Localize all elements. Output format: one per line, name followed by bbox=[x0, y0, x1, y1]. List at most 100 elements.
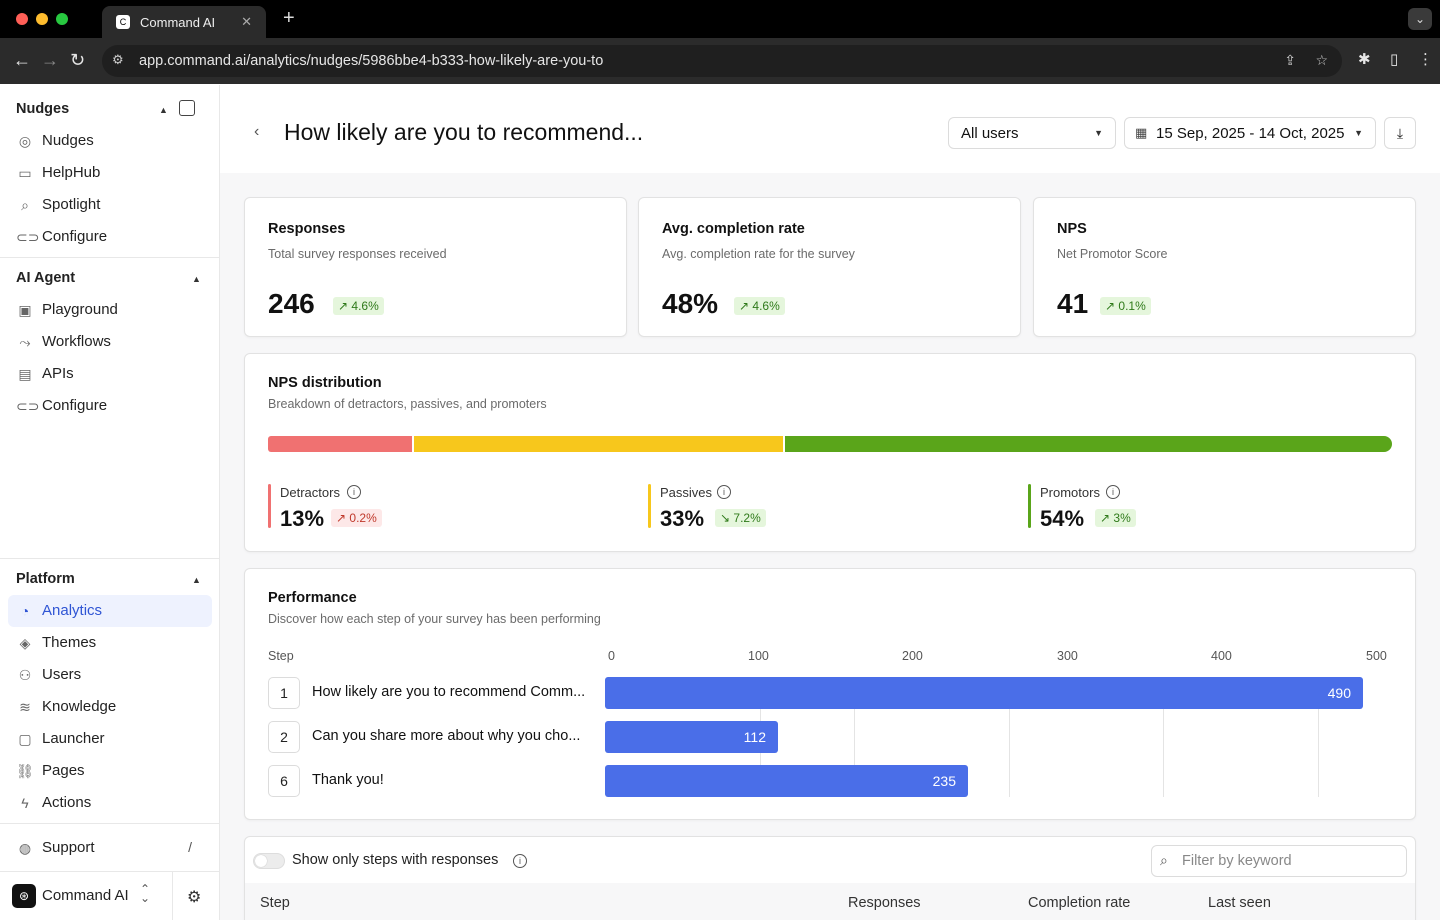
reload-icon[interactable]: ↻ bbox=[70, 50, 86, 70]
date-range-value: 15 Sep, 2025 - 14 Oct, 2025 bbox=[1156, 125, 1345, 142]
sidebar-item-label: Users bbox=[42, 666, 82, 683]
stat-delta-badge: ↗ 4.6% bbox=[333, 297, 384, 315]
browser-menu-icon[interactable]: ⋮ bbox=[1418, 51, 1433, 68]
new-tab-icon[interactable]: + bbox=[283, 7, 295, 29]
sidebar-item-playground[interactable]: ▣ Playground bbox=[8, 294, 212, 326]
step-bar[interactable]: 490 bbox=[605, 677, 1363, 709]
bookmark-star-icon[interactable]: ☆ bbox=[1315, 52, 1328, 68]
info-icon[interactable]: i bbox=[513, 854, 527, 868]
back-chevron-icon[interactable]: ‹ bbox=[254, 123, 260, 140]
sidebar-section-nudges[interactable]: Nudges bbox=[16, 101, 70, 117]
extensions-icon[interactable]: ✱ bbox=[1358, 51, 1371, 68]
sidebar-item-label: APIs bbox=[42, 365, 74, 382]
close-tab-icon[interactable]: ✕ bbox=[241, 14, 252, 29]
column-header-step[interactable]: Step bbox=[260, 895, 290, 911]
filter-input[interactable] bbox=[1182, 851, 1397, 871]
step-number: 6 bbox=[268, 765, 300, 797]
sidebar-item-users[interactable]: ⚇ Users bbox=[8, 659, 212, 691]
sidebar-item-workflows[interactable]: ⤳ Workflows bbox=[8, 326, 212, 358]
info-icon[interactable]: i bbox=[1106, 485, 1120, 499]
gridline bbox=[1009, 681, 1010, 797]
info-icon[interactable]: i bbox=[347, 485, 361, 499]
performance-card: Performance Discover how each step of yo… bbox=[244, 568, 1416, 820]
collapse-caret-icon[interactable]: ▲ bbox=[192, 274, 201, 284]
sidebar-item-label: Spotlight bbox=[42, 196, 101, 213]
toggle-sidebar-icon[interactable] bbox=[179, 100, 195, 116]
stat-delta-value: 4.6% bbox=[752, 299, 780, 313]
back-arrow-icon[interactable]: ← bbox=[13, 50, 31, 70]
bolt-icon: ϟ bbox=[21, 795, 29, 811]
side-panel-icon[interactable]: ▯ bbox=[1390, 51, 1399, 68]
step-bar[interactable]: 235 bbox=[605, 765, 968, 797]
nps-distribution-subtitle: Breakdown of detractors, passives, and p… bbox=[268, 397, 547, 411]
sidebar-item-configure-nudges[interactable]: ⊂⊃ Configure bbox=[8, 221, 212, 253]
support-shortcut: / bbox=[188, 839, 192, 855]
workflow-icon: ⤳ bbox=[19, 334, 31, 350]
stat-delta-value: 0.1% bbox=[1118, 299, 1146, 313]
date-range-picker[interactable]: ▦ 15 Sep, 2025 - 14 Oct, 2025 ▼ bbox=[1124, 117, 1376, 149]
browser-tabbar: C Command AI ✕ + ⌄ bbox=[0, 0, 1440, 38]
sidebar-item-configure-agent[interactable]: ⊂⊃ Configure bbox=[8, 390, 212, 422]
sidebar-item-pages[interactable]: ⛓ Pages bbox=[8, 755, 212, 787]
forward-arrow-icon[interactable]: → bbox=[41, 50, 59, 70]
sidebar-section-platform[interactable]: Platform bbox=[16, 571, 75, 587]
sidebar-item-analytics[interactable]: ◔ Analytics bbox=[8, 595, 212, 627]
sidebar-item-apis[interactable]: ▤ APIs bbox=[8, 358, 212, 390]
info-icon[interactable]: i bbox=[717, 485, 731, 499]
workspace-logo-icon: ⊛ bbox=[12, 884, 36, 908]
collapse-caret-icon[interactable]: ▲ bbox=[159, 105, 168, 115]
minimize-window-button[interactable] bbox=[36, 13, 48, 25]
maximize-window-button[interactable] bbox=[56, 13, 68, 25]
collapse-caret-icon[interactable]: ▲ bbox=[192, 575, 201, 585]
filter-search-box[interactable]: ⌕ bbox=[1151, 845, 1407, 877]
column-header-last-seen[interactable]: Last seen bbox=[1208, 895, 1271, 911]
responses-only-toggle[interactable] bbox=[253, 853, 285, 869]
robot-icon: ▣ bbox=[18, 302, 32, 318]
step-number: 1 bbox=[268, 677, 300, 709]
sidebar-item-label: Knowledge bbox=[42, 698, 117, 715]
share-icon[interactable]: ⇪ bbox=[1284, 52, 1296, 68]
step-label[interactable]: Can you share more about why you cho... bbox=[312, 728, 581, 744]
launcher-icon: ▢ bbox=[18, 731, 32, 747]
tab-favicon-icon: C bbox=[116, 15, 130, 29]
step-bar[interactable]: 112 bbox=[605, 721, 778, 753]
audience-select[interactable]: All users ▼ bbox=[948, 117, 1116, 149]
sidebar-item-label: Themes bbox=[42, 634, 97, 651]
sidebar-item-knowledge[interactable]: ≋ Knowledge bbox=[8, 691, 212, 723]
step-label[interactable]: How likely are you to recommend Comm... bbox=[312, 684, 586, 700]
sidebar-item-support[interactable]: ◍ Support / bbox=[8, 832, 212, 864]
performance-bar-chart: 0 100 200 300 400 500 1 How likely are you to r… bbox=[245, 569, 1417, 821]
sidebar-item-themes[interactable]: ◈ Themes bbox=[8, 627, 212, 659]
caret-down-icon: ▼ bbox=[1094, 128, 1103, 138]
sidebar-section-ai-agent[interactable]: AI Agent bbox=[16, 270, 76, 286]
address-bar[interactable]: ⚙ app.command.ai/analytics/nudges/5986bb… bbox=[102, 45, 1342, 77]
detractors-delta-value: 0.2% bbox=[349, 511, 377, 525]
api-icon: ▤ bbox=[18, 366, 32, 382]
stat-value: 246 bbox=[268, 288, 315, 319]
promotors-label: Promotors bbox=[1040, 485, 1100, 500]
sidebar-item-spotlight[interactable]: ⌕ Spotlight bbox=[8, 189, 212, 221]
arrow-down-right-icon: ↘ bbox=[720, 511, 731, 525]
sidebar-item-launcher[interactable]: ▢ Launcher bbox=[8, 723, 212, 755]
promotors-value: 54% bbox=[1040, 506, 1085, 531]
close-window-button[interactable] bbox=[16, 13, 28, 25]
download-button[interactable]: ⤓ bbox=[1384, 117, 1416, 149]
workspace-name: Command AI bbox=[42, 887, 129, 904]
sidebar-divider bbox=[0, 823, 219, 824]
detractors-marker bbox=[268, 484, 271, 528]
browser-tab[interactable]: C Command AI ✕ bbox=[102, 6, 266, 38]
column-header-responses[interactable]: Responses bbox=[848, 895, 921, 911]
sidebar-item-helphub[interactable]: ▭ HelpHub bbox=[8, 157, 212, 189]
stat-subtitle: Total survey responses received bbox=[268, 247, 447, 261]
site-settings-icon[interactable]: ⚙ bbox=[112, 52, 124, 67]
gridline bbox=[1318, 681, 1319, 797]
workspace-switcher[interactable]: ⊛ Command AI ⌃ ⌄ bbox=[0, 872, 172, 920]
tab-search-chevron-icon[interactable]: ⌄ bbox=[1408, 8, 1432, 30]
performance-title: Performance bbox=[268, 590, 357, 606]
url-text: app.command.ai/analytics/nudges/5986bbe4… bbox=[139, 53, 604, 69]
sidebar-item-nudges[interactable]: ◎ Nudges bbox=[8, 125, 212, 157]
settings-gear-icon[interactable]: ⚙ bbox=[187, 889, 202, 906]
column-header-completion-rate[interactable]: Completion rate bbox=[1028, 895, 1131, 911]
sidebar-item-actions[interactable]: ϟ Actions bbox=[8, 787, 212, 819]
step-label[interactable]: Thank you! bbox=[312, 772, 384, 788]
